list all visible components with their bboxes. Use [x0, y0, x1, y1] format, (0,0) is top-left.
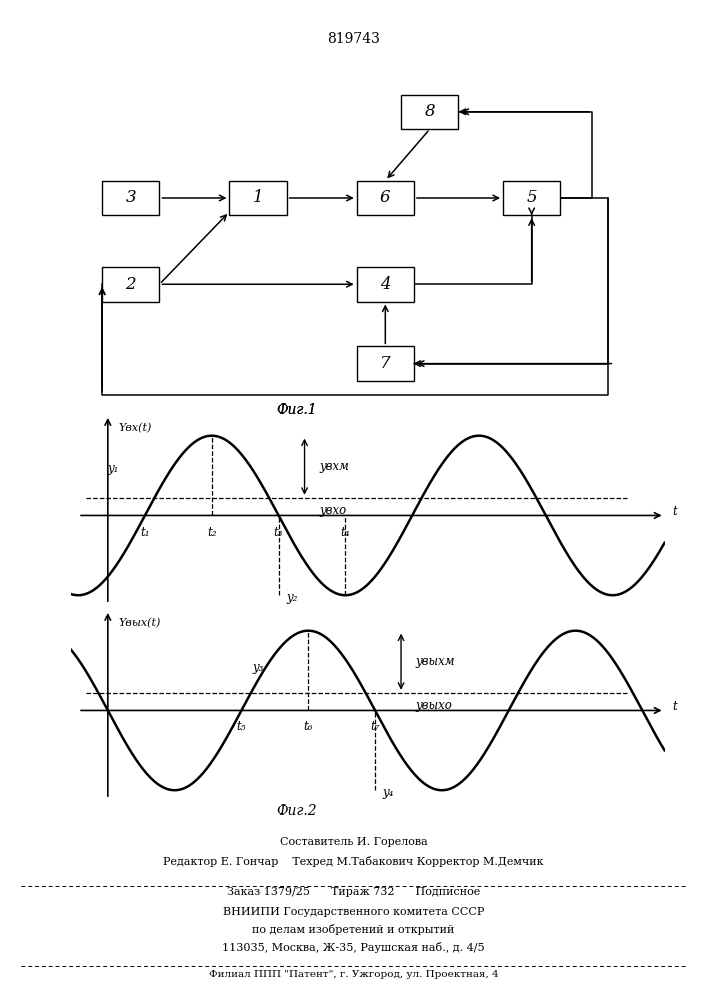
- Text: y₄: y₄: [382, 786, 394, 799]
- Text: 8: 8: [424, 103, 436, 120]
- Text: 819743: 819743: [327, 32, 380, 46]
- Bar: [103, 181, 160, 215]
- Text: t₂: t₂: [207, 526, 216, 538]
- Text: Фиг.2: Фиг.2: [276, 804, 317, 818]
- Text: 7: 7: [380, 355, 391, 372]
- Text: Заказ 1379/25      Тираж 732      Подписное: Заказ 1379/25 Тираж 732 Подписное: [227, 887, 480, 897]
- Text: yвыxо: yвыxо: [416, 699, 452, 712]
- Bar: [503, 181, 561, 215]
- Text: Филиал ППП "Патент", г. Ужгород, ул. Проектная, 4: Филиал ППП "Патент", г. Ужгород, ул. Про…: [209, 970, 498, 979]
- Text: yвыxм: yвыxм: [416, 655, 455, 668]
- Text: t: t: [672, 700, 677, 713]
- Text: Yвх(t): Yвх(t): [119, 423, 152, 433]
- Text: t: t: [672, 505, 677, 518]
- Text: Фиг.1: Фиг.1: [276, 403, 317, 417]
- Text: ВНИИПИ Государственного комитета СССР: ВНИИПИ Государственного комитета СССР: [223, 907, 484, 917]
- Text: t₄: t₄: [341, 526, 350, 538]
- Text: yвxо: yвxо: [320, 504, 346, 517]
- Text: t₆: t₆: [303, 720, 313, 734]
- Text: t₃: t₃: [274, 526, 284, 538]
- Text: y₂: y₂: [286, 591, 298, 604]
- Text: Редактор Е. Гончар    Техред М.Табакович Корректор М.Демчик: Редактор Е. Гончар Техред М.Табакович Ко…: [163, 856, 544, 867]
- Bar: [103, 267, 160, 302]
- Text: yвxм: yвxм: [320, 460, 349, 473]
- Text: по делам изобретений и открытий: по делам изобретений и открытий: [252, 924, 455, 935]
- Bar: [402, 95, 459, 129]
- Text: t₁: t₁: [140, 526, 150, 538]
- Text: Фиг.1: Фиг.1: [276, 403, 317, 417]
- Text: Yвых(t): Yвых(t): [119, 618, 161, 628]
- Text: 5: 5: [526, 190, 537, 207]
- Text: 1: 1: [252, 190, 264, 207]
- Text: 4: 4: [380, 276, 391, 293]
- Bar: [357, 346, 414, 381]
- Text: t₅: t₅: [237, 720, 246, 734]
- Text: t₇: t₇: [370, 720, 380, 734]
- Bar: [229, 181, 287, 215]
- Text: y₃: y₃: [252, 661, 264, 674]
- Text: Составитель И. Горелова: Составитель И. Горелова: [280, 837, 427, 847]
- Text: 6: 6: [380, 190, 391, 207]
- Text: 3: 3: [125, 190, 136, 207]
- Text: 2: 2: [125, 276, 136, 293]
- Bar: [357, 267, 414, 302]
- Text: 113035, Москва, Ж-35, Раушская наб., д. 4/5: 113035, Москва, Ж-35, Раушская наб., д. …: [222, 942, 485, 953]
- Text: y₁: y₁: [107, 462, 119, 475]
- Bar: [357, 181, 414, 215]
